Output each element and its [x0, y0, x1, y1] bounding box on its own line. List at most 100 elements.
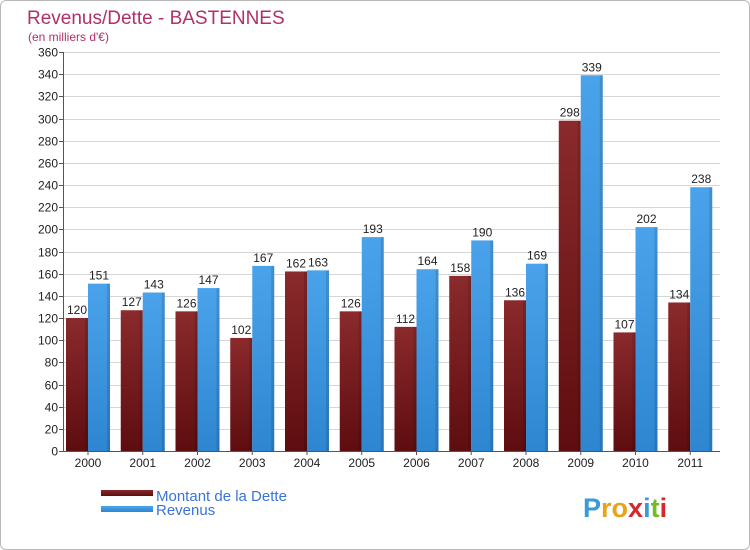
bar-debt: [120, 310, 143, 451]
bar-debt-shade: [413, 326, 417, 451]
bar-debt: [394, 326, 417, 451]
bar-debt-shade: [687, 302, 691, 451]
y-tick-label: 280: [38, 135, 58, 149]
data-label: 112: [396, 312, 415, 326]
logo-letter: i: [660, 493, 668, 523]
bar-revenus-shade: [216, 288, 220, 451]
bar-debt-shade: [85, 318, 88, 451]
data-label: 102: [231, 323, 251, 337]
data-label: 120: [67, 303, 87, 317]
bar-revenus-shade: [271, 265, 275, 451]
bar-debt: [175, 311, 198, 451]
y-tick-label: 160: [38, 268, 58, 282]
bar-debt-shade: [468, 275, 472, 451]
legend-swatch-revenus: [101, 506, 153, 512]
y-axis-ticks: 0 20 40 60 80 100 120 140 160 180 200 220 240 260 280 3…: [38, 46, 64, 459]
bar-debt: [504, 300, 526, 451]
data-label: 298: [560, 106, 580, 120]
proxiti-logo: Proxiti: [583, 493, 667, 523]
y-tick-label: 140: [38, 290, 58, 304]
bar-debt: [558, 120, 581, 451]
y-tick-label: 60: [45, 379, 59, 393]
bar-revenus: [471, 240, 494, 451]
bar-revenus-shade: [380, 237, 384, 451]
bar-revenus: [307, 270, 329, 451]
x-tick-label: 2003: [239, 456, 266, 470]
data-label: 147: [198, 273, 218, 287]
y-tick-label: 80: [45, 356, 59, 370]
data-label: 134: [669, 287, 689, 301]
bar-revenus-shade: [545, 263, 548, 451]
bar-debt-shade: [194, 311, 198, 451]
x-tick-label: 2010: [622, 456, 649, 470]
bar-debt-shade: [139, 310, 143, 451]
y-tick-label: 360: [38, 46, 58, 60]
logo-letter: t: [651, 493, 660, 523]
bar-debt-shade: [304, 271, 307, 451]
y-tick-label: 0: [51, 445, 58, 459]
bar-revenus-shade: [599, 75, 603, 452]
bar-debt: [230, 337, 253, 451]
data-label: 169: [527, 249, 547, 263]
data-label: 126: [176, 296, 196, 310]
x-tick-label: 2002: [184, 456, 211, 470]
x-tick-label: 2008: [513, 456, 540, 470]
bar-revenus: [635, 227, 658, 451]
bar-debt: [339, 311, 362, 451]
bar-revenus: [88, 283, 110, 451]
bar-debt: [668, 302, 691, 451]
y-tick-label: 220: [38, 201, 58, 215]
data-label: 126: [341, 296, 361, 310]
data-label: 193: [363, 222, 383, 236]
y-tick-label: 320: [38, 90, 58, 104]
y-tick-label: 40: [45, 401, 59, 415]
bar-debt-shade: [358, 311, 362, 451]
bar-revenus-shade: [107, 283, 110, 451]
y-tick-label: 340: [38, 68, 58, 82]
bar-revenus: [416, 269, 439, 451]
data-label: 107: [614, 317, 634, 331]
bar-debt: [66, 318, 88, 451]
bar-revenus-shade: [490, 240, 494, 451]
grid-lines: [63, 52, 720, 452]
legend-swatch-debt: [101, 490, 153, 496]
logo-letter: o: [612, 493, 629, 523]
bar-revenus-shade: [161, 292, 165, 451]
data-label: 238: [691, 172, 711, 186]
y-tick-label: 200: [38, 223, 58, 237]
x-tick-label: 2011: [677, 456, 703, 470]
data-label: 190: [472, 225, 492, 239]
bar-revenus: [197, 288, 220, 451]
data-label: 163: [308, 255, 328, 269]
data-label: 339: [582, 60, 602, 74]
x-axis-ticks: 2000 2001 2002 2003 2004 2005 2006 2007 2008 2009…: [63, 451, 720, 470]
bar-revenus: [252, 265, 275, 451]
bar-revenus: [361, 237, 384, 451]
bar-revenus-shade: [326, 270, 329, 451]
data-label: 202: [636, 212, 656, 226]
legend-label-debt: Montant de la Dette: [156, 488, 287, 505]
data-label: 162: [286, 256, 306, 270]
x-tick-label: 2001: [129, 456, 156, 470]
bar-revenus: [580, 75, 603, 452]
logo-letter: i: [643, 493, 651, 523]
y-tick-label: 260: [38, 157, 58, 171]
bar-debt-shade: [632, 332, 636, 451]
bar-revenus: [526, 263, 548, 451]
chart-title: Revenus/Dette - BASTENNES: [27, 8, 285, 29]
bar-debt-shade: [523, 300, 526, 451]
y-tick-label: 20: [45, 423, 59, 437]
data-label: 167: [253, 251, 273, 265]
legend-label-revenus: Revenus: [156, 502, 215, 519]
y-tick-label: 300: [38, 113, 58, 127]
bar-debt-shade: [249, 337, 253, 451]
logo-letter: r: [601, 493, 612, 523]
plot-area: [63, 52, 720, 451]
x-tick-label: 2006: [403, 456, 430, 470]
y-tick-label: 180: [38, 246, 58, 260]
x-tick-label: 2000: [75, 456, 102, 470]
bar-debt: [285, 271, 307, 451]
